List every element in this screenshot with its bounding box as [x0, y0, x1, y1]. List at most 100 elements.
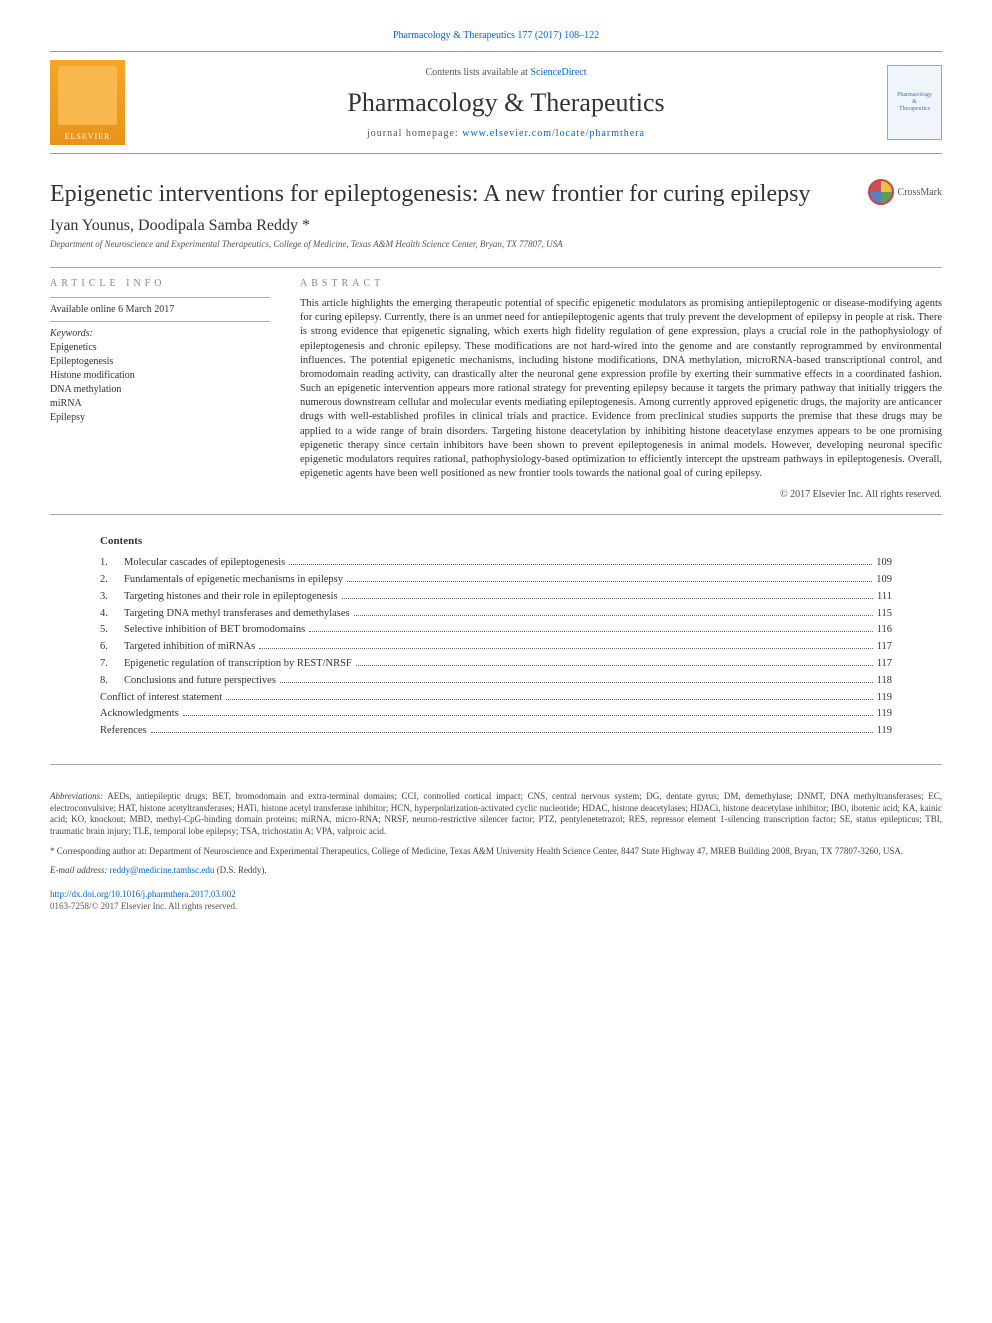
article-info-column: article info Available online 6 March 20…: [50, 278, 270, 500]
info-divider: [50, 297, 270, 298]
running-head-citation: Pharmacology & Therapeutics 177 (2017) 1…: [50, 30, 942, 41]
toc-title: Targeting histones and their role in epi…: [124, 589, 338, 606]
keyword-item: Histone modification: [50, 369, 270, 383]
toc-title: Selective inhibition of BET bromodomains: [124, 622, 305, 639]
cover-line-1: Pharmacology: [897, 92, 932, 99]
toc-leader-dots: [151, 732, 873, 733]
toc-number: 1.: [100, 555, 124, 572]
author-list: Iyan Younus, Doodipala Samba Reddy *: [50, 217, 942, 235]
toc-page-number: 117: [877, 639, 892, 656]
toc-page-number: 111: [877, 589, 892, 606]
toc-leader-dots: [183, 715, 873, 716]
keywords-heading: Keywords:: [50, 328, 270, 339]
footer-notes: Abbreviations: AEDs, antiepileptic drugs…: [50, 791, 942, 913]
toc-row: Acknowledgments 119: [100, 706, 892, 723]
toc-title: Epigenetic regulation of transcription b…: [124, 656, 352, 673]
toc-row: 5.Selective inhibition of BET bromodomai…: [100, 622, 892, 639]
article-title: Epigenetic interventions for epileptogen…: [50, 179, 848, 209]
toc-title: Acknowledgments: [100, 706, 179, 723]
header-center: Contents lists available at ScienceDirec…: [125, 67, 887, 139]
abstract-text: This article highlights the emerging the…: [300, 297, 942, 481]
toc-number: 5.: [100, 622, 124, 639]
toc-title: Conclusions and future perspectives: [124, 673, 276, 690]
keyword-item: miRNA: [50, 397, 270, 411]
divider: [50, 764, 942, 765]
email-suffix: (D.S. Reddy).: [214, 865, 266, 875]
abstract-column: abstract This article highlights the eme…: [300, 278, 942, 500]
info-divider: [50, 321, 270, 322]
toc-row: 6.Targeted inhibition of miRNAs 117: [100, 639, 892, 656]
journal-cover-thumbnail: Pharmacology & Therapeutics: [887, 65, 942, 140]
toc-number: 7.: [100, 656, 124, 673]
toc-page-number: 119: [877, 723, 892, 740]
journal-homepage-line: journal homepage: www.elsevier.com/locat…: [140, 128, 872, 139]
toc-leader-dots: [309, 631, 872, 632]
toc-number: 4.: [100, 606, 124, 623]
toc-number: 3.: [100, 589, 124, 606]
title-row: Epigenetic interventions for epileptogen…: [50, 179, 942, 209]
toc-title: Targeting DNA methyl transferases and de…: [124, 606, 350, 623]
toc-title: Fundamentals of epigenetic mechanisms in…: [124, 572, 343, 589]
toc-row: Conflict of interest statement 119: [100, 690, 892, 707]
toc-title: References: [100, 723, 147, 740]
info-abstract-row: article info Available online 6 March 20…: [50, 268, 942, 514]
toc-title: Targeted inhibition of miRNAs: [124, 639, 255, 656]
toc-number: 6.: [100, 639, 124, 656]
toc-title: Conflict of interest statement: [100, 690, 222, 707]
toc-row: 4.Targeting DNA methyl transferases and …: [100, 606, 892, 623]
keyword-item: Epigenetics: [50, 341, 270, 355]
doi-block: http://dx.doi.org/10.1016/j.pharmthera.2…: [50, 889, 942, 912]
toc-page-number: 116: [877, 622, 892, 639]
corresponding-email-link[interactable]: reddy@medicine.tamhsc.edu: [110, 865, 215, 875]
toc-leader-dots: [354, 615, 873, 616]
toc-page-number: 109: [876, 555, 892, 572]
crossmark-icon: [868, 179, 894, 205]
cover-line-2: &: [912, 99, 917, 106]
article-info-label: article info: [50, 278, 270, 289]
keyword-item: Epileptogenesis: [50, 355, 270, 369]
issn-copyright: 0163-7258/© 2017 Elsevier Inc. All right…: [50, 901, 237, 911]
corresponding-author-block: * Corresponding author at: Department of…: [50, 846, 942, 858]
toc-page-number: 115: [877, 606, 892, 623]
toc-leader-dots: [356, 665, 873, 666]
toc-page-number: 119: [877, 690, 892, 707]
toc-row: 2.Fundamentals of epigenetic mechanisms …: [100, 572, 892, 589]
email-block: E-mail address: reddy@medicine.tamhsc.ed…: [50, 865, 942, 877]
toc-leader-dots: [226, 699, 872, 700]
abbreviations-text: AEDs, antiepileptic drugs; BET, bromodom…: [50, 791, 942, 836]
abbreviations-label: Abbreviations:: [50, 791, 103, 801]
abstract-copyright: © 2017 Elsevier Inc. All rights reserved…: [300, 489, 942, 500]
homepage-prefix: journal homepage:: [367, 128, 462, 139]
journal-header: ELSEVIER Contents lists available at Sci…: [50, 51, 942, 154]
toc-leader-dots: [280, 682, 873, 683]
toc-heading: Contents: [100, 535, 892, 547]
toc-page-number: 117: [877, 656, 892, 673]
corresponding-label: * Corresponding author at:: [50, 846, 149, 856]
toc-row: 3.Targeting histones and their role in e…: [100, 589, 892, 606]
contents-available-line: Contents lists available at ScienceDirec…: [140, 67, 872, 78]
elsevier-logo-text: ELSEVIER: [65, 132, 111, 141]
sciencedirect-link[interactable]: ScienceDirect: [530, 67, 586, 78]
toc-title: Molecular cascades of epileptogenesis: [124, 555, 285, 572]
contents-prefix: Contents lists available at: [425, 67, 530, 78]
abstract-label: abstract: [300, 278, 942, 289]
toc-row: 1.Molecular cascades of epileptogenesis 1…: [100, 555, 892, 572]
divider: [50, 514, 942, 515]
doi-link[interactable]: http://dx.doi.org/10.1016/j.pharmthera.2…: [50, 889, 236, 899]
toc-leader-dots: [347, 581, 872, 582]
toc-page-number: 118: [877, 673, 892, 690]
journal-homepage-link[interactable]: www.elsevier.com/locate/pharmthera: [462, 128, 645, 139]
crossmark-badge[interactable]: CrossMark: [868, 179, 942, 205]
cover-line-3: Therapeutics: [899, 106, 930, 113]
crossmark-label: CrossMark: [898, 187, 942, 198]
keyword-item: Epilepsy: [50, 411, 270, 425]
toc-list: 1.Molecular cascades of epileptogenesis 1…: [100, 555, 892, 740]
corresponding-text: Department of Neuroscience and Experimen…: [149, 846, 903, 856]
toc-leader-dots: [259, 648, 872, 649]
toc-leader-dots: [342, 598, 873, 599]
journal-name: Pharmacology & Therapeutics: [140, 88, 872, 118]
toc-page-number: 109: [876, 572, 892, 589]
keyword-item: DNA methylation: [50, 383, 270, 397]
elsevier-logo: ELSEVIER: [50, 60, 125, 145]
toc-page-number: 119: [877, 706, 892, 723]
